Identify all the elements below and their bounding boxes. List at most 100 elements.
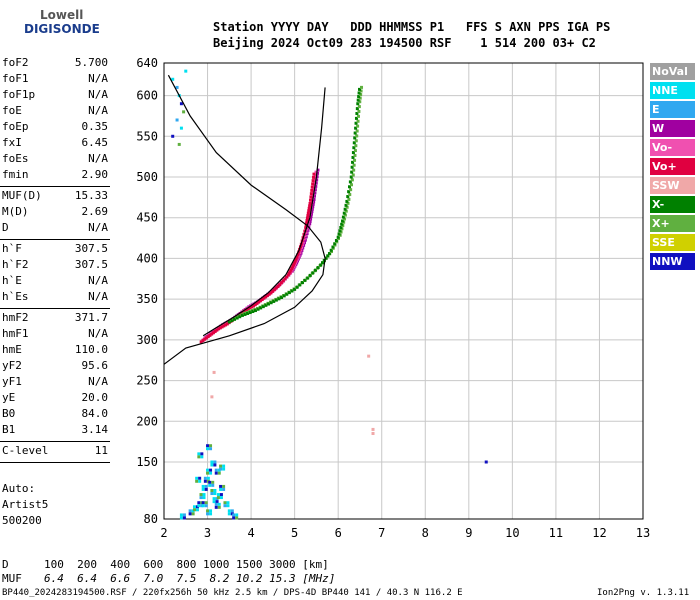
noise-point <box>206 444 210 448</box>
param-row: D N/A <box>2 221 108 237</box>
y-tick-label: 350 <box>136 292 158 306</box>
noise-point <box>206 447 210 451</box>
noise-point <box>222 487 226 491</box>
lowell-digisonde-logo: Lowell DIGISONDE <box>6 8 100 44</box>
x-trace-point <box>246 311 250 315</box>
x-trace-point <box>356 98 360 102</box>
o-trace-point <box>248 306 252 310</box>
noise-point <box>198 479 202 483</box>
x-trace-point <box>282 294 286 298</box>
o-trace-point <box>206 335 210 339</box>
param-value: N/A <box>88 274 108 287</box>
noise-point <box>197 455 201 459</box>
o-trace-point <box>310 188 314 192</box>
noise-point <box>209 512 213 516</box>
param-row: B1 3.14 <box>2 423 108 439</box>
param-value: 20.0 <box>81 391 109 404</box>
x-trace-point <box>259 306 263 310</box>
param-value: 84.0 <box>81 407 109 420</box>
x-trace-point <box>352 163 356 167</box>
param-label: h`E <box>2 274 22 287</box>
x-trace-point <box>356 119 360 123</box>
noise-point <box>206 476 210 480</box>
x-trace-point <box>314 268 318 272</box>
noise-point <box>206 468 210 472</box>
noise-point <box>204 501 208 505</box>
o-trace-point <box>311 202 315 206</box>
x-trace-point <box>251 310 255 314</box>
x-trace-point <box>342 211 346 215</box>
param-row: h`Es N/A <box>2 290 108 306</box>
noise-point <box>204 487 208 491</box>
x-trace-point <box>227 320 231 324</box>
x-trace-point <box>326 254 330 258</box>
o-trace-point <box>213 329 217 333</box>
noise-point <box>232 516 236 520</box>
legend-item: SSE <box>650 234 695 251</box>
x-trace-point <box>334 239 338 243</box>
o-trace-point <box>294 257 298 261</box>
noise-point <box>222 467 226 471</box>
x-trace-point <box>356 124 360 128</box>
x-trace-point <box>285 292 289 296</box>
o-trace-point <box>279 281 283 285</box>
noise-point <box>192 508 196 512</box>
o-trace-point <box>305 221 309 225</box>
x-trace-point <box>331 245 335 249</box>
x-trace-point <box>347 190 351 194</box>
param-label: foF1 <box>2 72 29 85</box>
legend-item: NNE <box>650 82 695 99</box>
x-trace-point <box>355 107 359 111</box>
x-trace-point <box>345 205 349 209</box>
param-separator <box>0 441 110 442</box>
o-trace-point <box>309 215 313 219</box>
o-trace-point <box>246 307 250 311</box>
noise-point <box>182 110 186 114</box>
noise-point <box>201 504 205 508</box>
x-trace-point <box>354 126 358 130</box>
x-trace-point <box>348 193 352 197</box>
noise-point <box>213 463 217 467</box>
x-trace-point <box>348 180 352 184</box>
o-trace-point <box>265 294 269 298</box>
x-tick-label: 13 <box>636 526 650 540</box>
noise-point <box>219 496 223 500</box>
noise-point <box>179 102 183 106</box>
o-trace-point <box>316 168 320 172</box>
noise-point <box>209 509 213 513</box>
noise-point <box>201 501 205 505</box>
x-trace-point <box>235 316 239 320</box>
x-trace-point <box>267 302 271 306</box>
x-tick-label: 12 <box>592 526 606 540</box>
y-tick-label: 80 <box>144 512 158 526</box>
o-trace-point <box>278 283 282 287</box>
param-row: MUF(D) 15.33 <box>2 189 108 205</box>
noise-point <box>200 455 204 459</box>
x-trace-point <box>338 229 342 233</box>
x-trace-point <box>357 95 361 99</box>
x-trace-point <box>344 209 348 213</box>
noise-point <box>179 513 183 517</box>
noise-point <box>197 452 201 456</box>
noise-point <box>209 471 213 475</box>
noise-point <box>202 496 206 500</box>
o-trace-point <box>311 179 315 183</box>
o-trace-point <box>258 299 262 303</box>
isolated-point <box>371 432 375 435</box>
o-trace-point <box>290 267 294 271</box>
noise-point <box>213 460 217 464</box>
x-trace-point <box>324 256 328 260</box>
noise-point <box>210 489 214 492</box>
noise-point <box>219 493 223 497</box>
noise-point <box>203 479 207 483</box>
noise-point <box>223 501 227 505</box>
param-label: yE <box>2 391 16 404</box>
param-label: foEp <box>2 120 29 133</box>
o-trace-point <box>305 216 309 220</box>
x-trace-point <box>264 303 268 307</box>
noise-point <box>206 509 210 513</box>
o-trace-point <box>251 304 255 308</box>
param-value: 0.35 <box>81 120 109 133</box>
noise-point <box>203 476 207 480</box>
